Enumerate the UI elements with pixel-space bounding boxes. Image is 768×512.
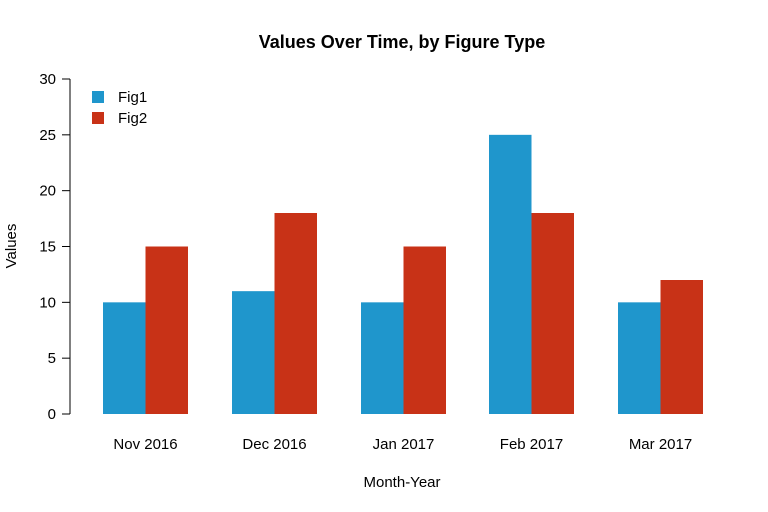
x-tick-label: Jan 2017 (373, 436, 435, 453)
bar-fig1-nov-2016 (103, 302, 146, 414)
bar-fig2-nov-2016 (145, 246, 188, 414)
y-tick-label: 20 (39, 183, 56, 200)
y-tick-label: 10 (39, 294, 56, 311)
chart-title: Values Over Time, by Figure Type (259, 32, 545, 52)
x-tick-label: Mar 2017 (629, 436, 692, 453)
y-tick-label: 25 (39, 127, 56, 144)
legend-swatch-fig2 (92, 112, 104, 124)
x-tick-label: Nov 2016 (113, 436, 177, 453)
legend: Fig1 Fig2 (92, 89, 147, 127)
y-axis: 0 5 10 15 20 25 30 (39, 71, 71, 423)
bar-fig2-mar-2017 (660, 280, 703, 414)
x-axis-tick-labels: Nov 2016 Dec 2016 Jan 2017 Feb 2017 Mar 2017 (113, 436, 692, 453)
legend-label-fig2: Fig2 (118, 110, 147, 127)
bar-fig1-jan-2017 (361, 302, 404, 414)
y-tick-label: 5 (48, 350, 56, 367)
bar-fig1-mar-2017 (618, 302, 661, 414)
bar-fig2-feb-2017 (531, 213, 574, 414)
x-tick-label: Dec 2016 (242, 436, 306, 453)
bar-fig1-dec-2016 (232, 291, 275, 414)
y-tick-label: 15 (39, 239, 56, 256)
y-tick-label: 0 (48, 406, 56, 423)
bar-fig2-dec-2016 (274, 213, 317, 414)
legend-swatch-fig1 (92, 91, 104, 103)
y-axis-label: Values (3, 224, 20, 269)
bar-fig1-feb-2017 (489, 134, 532, 415)
bars (103, 134, 703, 415)
x-tick-label: Feb 2017 (500, 436, 563, 453)
legend-label-fig1: Fig1 (118, 89, 147, 106)
x-axis-label: Month-Year (364, 474, 441, 491)
bar-fig2-jan-2017 (403, 246, 446, 414)
y-tick-label: 30 (39, 71, 56, 88)
